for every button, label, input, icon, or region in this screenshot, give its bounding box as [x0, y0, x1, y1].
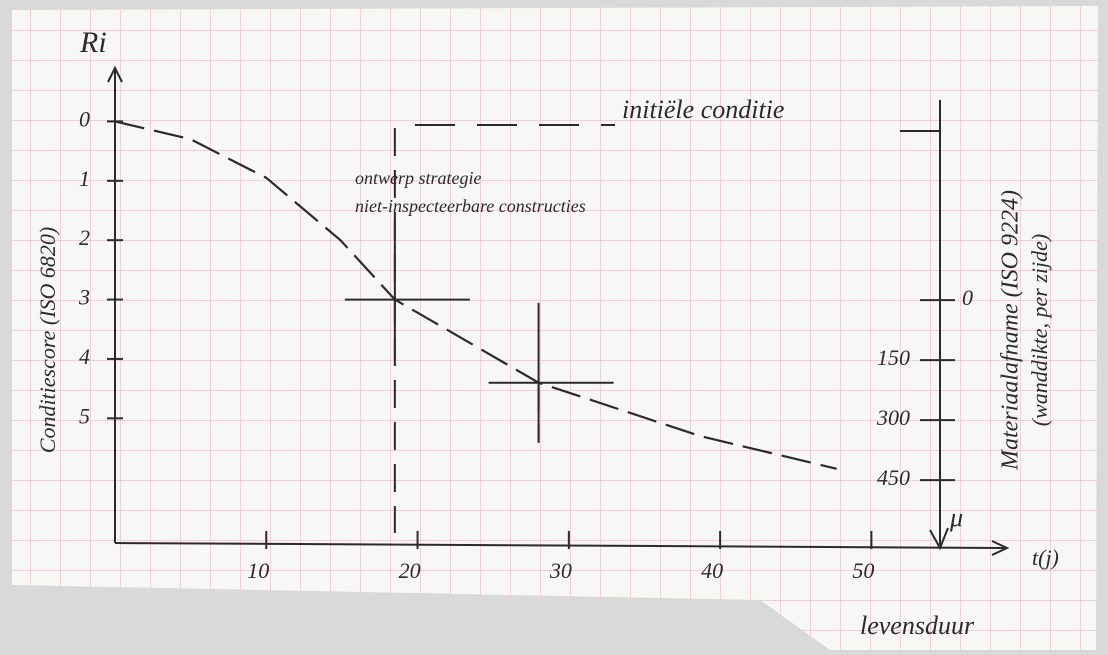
paper-grid	[12, 6, 1098, 650]
y2-tick-label: 300	[876, 405, 910, 430]
x-tick-label: 10	[247, 558, 269, 583]
y2-tick-label: 450	[877, 465, 910, 490]
chart: Ri Conditiescore (ISO 6820) t(j) levensd…	[0, 0, 1108, 655]
x-tick-label: 20	[399, 558, 421, 583]
x-tick-label: 40	[701, 558, 723, 583]
y-tick-label: 3	[78, 285, 90, 310]
y2-title: Materiaalafname (ISO 9224)	[998, 190, 1024, 471]
x-tick-label: 30	[549, 558, 572, 583]
annotation: niet-inspecteerbare constructies	[355, 196, 586, 216]
y2-label: μ	[949, 503, 963, 532]
annotation: ontwerp strategie	[355, 168, 482, 188]
y-label: Ri	[79, 26, 107, 59]
annotation: initiële conditie	[622, 95, 784, 124]
y2-tick-label: 150	[877, 345, 910, 370]
y2-tick-label: 0	[962, 285, 973, 310]
y-tick-label: 2	[79, 225, 90, 250]
x-tick-label: 50	[852, 558, 874, 583]
y-tick-label: 5	[79, 403, 90, 428]
y-tick-label: 0	[79, 106, 90, 131]
y-title: Conditiescore (ISO 6820)	[35, 227, 60, 453]
y-tick-label: 4	[79, 344, 90, 369]
x-title: levensduur	[860, 611, 975, 640]
y2-subtitle: (wanddikte, per zijde)	[1027, 234, 1052, 426]
x-label: t(j)	[1032, 545, 1059, 570]
y-tick-label: 1	[79, 166, 90, 191]
